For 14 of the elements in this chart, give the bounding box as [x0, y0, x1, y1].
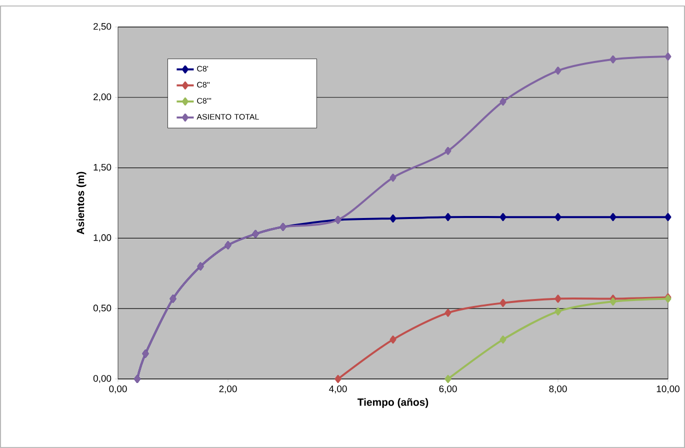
y-tick-label: 1,50: [94, 164, 112, 172]
x-tick-label: 6,00: [439, 386, 457, 394]
y-tick-label: 2,00: [94, 93, 112, 102]
x-tick-label: 4,00: [329, 386, 347, 394]
y-tick-label: 0,00: [93, 375, 112, 383]
y-tick-label: 1,00: [94, 234, 112, 242]
y-axis-title: Asientos (m): [76, 172, 86, 234]
x-tick-label: 8,00: [549, 386, 567, 394]
x-axis-title: Tiempo (años): [357, 398, 428, 408]
x-tick-label: 2,00: [219, 386, 237, 394]
y-tick-label: 2,50: [94, 23, 112, 31]
x-tick-label: 0,00: [109, 386, 127, 394]
x-tick-label: 10,00: [656, 386, 680, 394]
y-tick-label: 0,50: [93, 304, 112, 313]
